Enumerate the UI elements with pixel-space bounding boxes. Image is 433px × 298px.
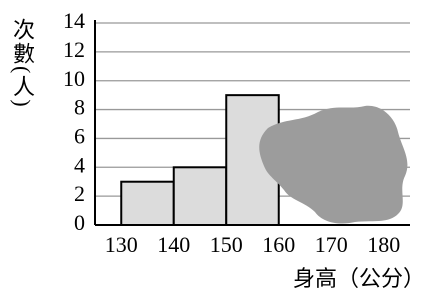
x-tick-label: 180 [367, 232, 400, 257]
x-tick-label: 140 [157, 232, 190, 257]
x-axis-label: 身高（公分） [293, 266, 425, 291]
bar [121, 182, 174, 225]
ink-blot [259, 106, 407, 224]
y-axis-label: 次數(人) [10, 18, 35, 109]
y-tick-label: 14 [63, 8, 85, 33]
x-tick-label: 130 [105, 232, 138, 257]
x-tick-label: 160 [262, 232, 295, 257]
y-tick-label: 10 [63, 66, 85, 91]
y-tick-label: 4 [74, 152, 85, 177]
y-tick-label: 0 [74, 210, 85, 235]
y-tick-label: 2 [74, 181, 85, 206]
x-tick-label: 170 [315, 232, 348, 257]
bar [174, 167, 227, 225]
chart: 次數(人) 身高（公分） 0 2 4 6 8 10 12 14 130 140 150 160 170 1… [0, 0, 433, 298]
y-tick-label: 8 [74, 95, 85, 120]
x-tick-label: 150 [210, 232, 243, 257]
y-tick-label: 6 [74, 123, 85, 148]
y-tick-label: 12 [63, 37, 85, 62]
